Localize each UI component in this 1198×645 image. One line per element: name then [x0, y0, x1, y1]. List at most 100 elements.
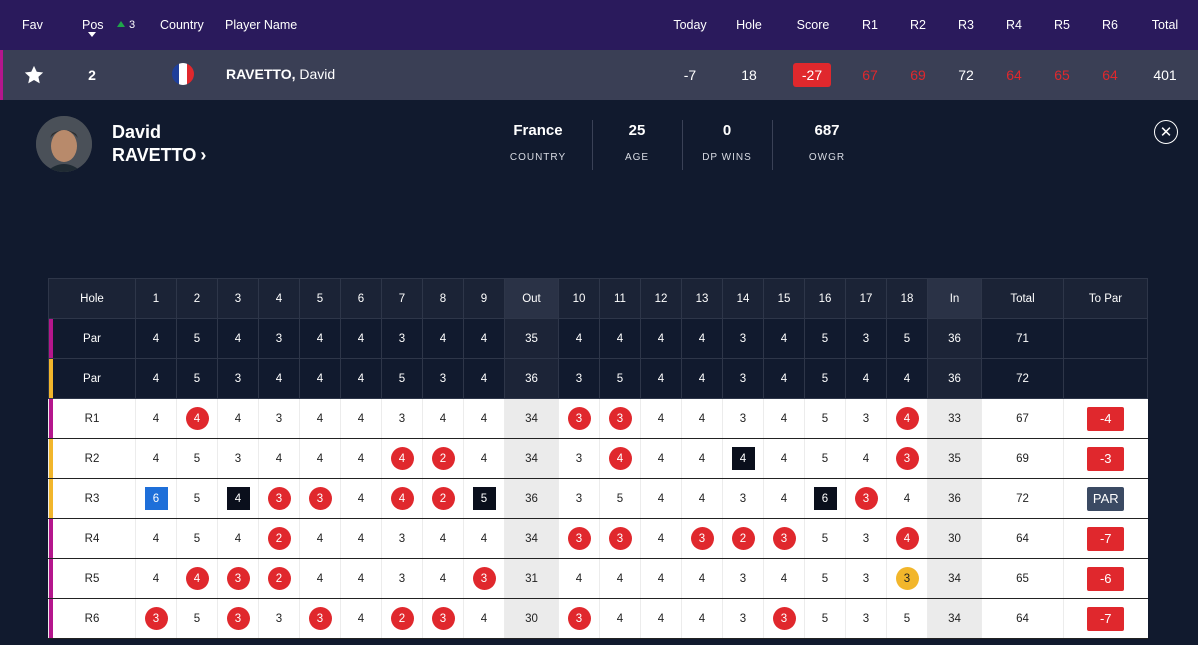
- col-r1: R1: [862, 18, 878, 32]
- par-cell: 3: [422, 358, 464, 399]
- par-cell: 4: [886, 358, 928, 399]
- movement-value: 3: [129, 19, 136, 31]
- score-cell: 4: [340, 438, 382, 479]
- to-par-cell: PAR: [1063, 478, 1148, 519]
- stat-label: DP WINS: [702, 152, 752, 163]
- stat-value: France: [513, 122, 563, 139]
- score-cell: 3: [558, 518, 600, 559]
- header-cell: Total: [981, 278, 1064, 319]
- col-r3: R3: [958, 18, 974, 32]
- score-cell: 5: [804, 558, 846, 599]
- score-cell: 4: [640, 478, 682, 519]
- bogey-marker: 4: [731, 447, 755, 470]
- player-surname: RAVETTO,: [226, 66, 296, 82]
- score-cell: 5: [176, 478, 218, 519]
- stat-label: AGE: [624, 152, 650, 163]
- score-cell: 4: [340, 598, 382, 639]
- birdie-marker: 3: [608, 527, 632, 550]
- score-cell: 36: [927, 478, 982, 519]
- score-cell: 4: [217, 398, 259, 439]
- score-cell: 4: [381, 478, 423, 519]
- leaderboard-header: Fav Pos Country Player Name Today Hole S…: [0, 0, 1198, 50]
- arrow-up-icon: [117, 21, 125, 27]
- position-movement: 3: [117, 19, 135, 31]
- score-cell: 4: [463, 398, 505, 439]
- birdie-marker: 2: [267, 567, 291, 590]
- score-cell: 34: [927, 598, 982, 639]
- double-marker: 6: [144, 487, 168, 510]
- player-name[interactable]: RAVETTO, David: [226, 66, 335, 82]
- score-cell: 4: [640, 438, 682, 479]
- col-today: Today: [673, 18, 707, 32]
- par-cell: 3: [722, 358, 764, 399]
- score-cell: 2: [722, 518, 764, 559]
- scorecard-table: Hole 1 2 3 4 5 6 7 8 9 Out 10 11 12 13 14 15 16 17 18 In Tota…: [48, 278, 1148, 639]
- score-cell: 72: [981, 478, 1064, 519]
- par-cell: 4: [463, 358, 505, 399]
- score-cell: 3: [845, 398, 887, 439]
- stat-age: 25 AGE: [625, 122, 649, 163]
- score-cell: 3: [217, 598, 259, 639]
- score-badge: -27: [793, 63, 831, 87]
- score-cell: 31: [504, 558, 559, 599]
- profile-link[interactable]: RAVETTO ›: [112, 145, 206, 166]
- par-cell: 4: [135, 318, 177, 359]
- round-5-score: 65: [1054, 67, 1070, 83]
- round-row: R6 3 5 3 3 3 4 2 3 4 30 3 4 4 4 3 3 5 3 5 34 64 -7: [48, 598, 1148, 639]
- hole-value: 18: [741, 67, 757, 83]
- score-cell: 3: [845, 478, 887, 519]
- score-cell: 4: [340, 478, 382, 519]
- round-3-score: 72: [958, 67, 974, 83]
- score-cell: 4: [640, 398, 682, 439]
- stat-label: OWGR: [808, 152, 846, 163]
- col-total: Total: [1151, 18, 1179, 32]
- par-row: Par 4 5 4 3 4 4 3 4 4 35 4 4 4 4 3 4 5 3 5 36 71: [48, 318, 1148, 359]
- score-cell: 64: [981, 598, 1064, 639]
- birdie-marker: 3: [567, 527, 591, 550]
- col-player-name: Player Name: [225, 18, 298, 32]
- score-cell: 5: [176, 598, 218, 639]
- par-cell: 5: [176, 318, 218, 359]
- score-cell: 69: [981, 438, 1064, 479]
- par-cell: 4: [558, 318, 600, 359]
- score-cell: 4: [681, 598, 723, 639]
- score-cell: 4: [299, 558, 341, 599]
- birdie-marker: 4: [390, 447, 414, 470]
- par-cell: 5: [599, 358, 641, 399]
- par-cell: 72: [981, 358, 1064, 399]
- to-par-badge: PAR: [1087, 486, 1125, 511]
- close-icon[interactable]: ✕: [1154, 120, 1178, 144]
- score-cell: 3: [763, 598, 805, 639]
- score-cell: 5: [804, 518, 846, 559]
- score-cell: 3: [299, 478, 341, 519]
- score-cell: 5: [886, 598, 928, 639]
- star-icon[interactable]: [23, 64, 45, 86]
- header-cell: 4: [258, 278, 300, 319]
- score-cell: 30: [504, 598, 559, 639]
- france-flag-icon: [172, 63, 194, 85]
- to-par-badge: -7: [1087, 606, 1125, 631]
- par-cell: 4: [422, 318, 464, 359]
- eagle-marker: 3: [895, 567, 919, 590]
- birdie-marker: 2: [390, 607, 414, 630]
- player-row[interactable]: 2 67 69 72 64 65 64 401 -7 18: [0, 50, 1198, 100]
- score-cell: 4: [176, 398, 218, 439]
- score-cell: 34: [504, 438, 559, 479]
- score-cell: 3: [599, 518, 641, 559]
- row-label: Par: [48, 318, 136, 359]
- score-cell: 4: [176, 558, 218, 599]
- score-cell: 3: [558, 598, 600, 639]
- birdie-marker: 2: [431, 447, 455, 470]
- birdie-marker: 3: [226, 607, 250, 630]
- score-cell: 3: [299, 598, 341, 639]
- score-cell: 34: [504, 398, 559, 439]
- score-cell: 36: [504, 478, 559, 519]
- par-cell: 3: [845, 318, 887, 359]
- score-cell: 4: [463, 598, 505, 639]
- col-pos[interactable]: Pos: [82, 18, 104, 32]
- par-cell: [1063, 318, 1148, 359]
- par-cell: 5: [381, 358, 423, 399]
- par-cell: 4: [763, 358, 805, 399]
- col-r5: R5: [1054, 18, 1070, 32]
- row-label: R4: [48, 518, 136, 559]
